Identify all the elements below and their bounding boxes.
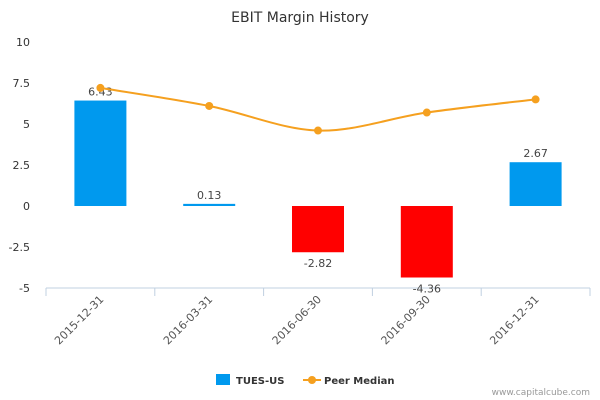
peer-median-line	[100, 86, 536, 132]
chart-title: EBIT Margin History	[231, 10, 369, 26]
y-tick-label: 5	[23, 118, 30, 131]
peer-median-marker	[422, 108, 431, 117]
legend-swatch-tues[interactable]	[216, 374, 230, 385]
legend-swatch-peer-marker[interactable]	[308, 376, 316, 384]
data-label: -4.36	[413, 283, 441, 296]
bar	[509, 162, 562, 206]
legend-label-tues[interactable]: TUES-US	[236, 376, 284, 387]
peer-median-marker	[205, 101, 214, 110]
x-tick-label: 2016-06-30	[270, 293, 324, 347]
x-tick-label: 2016-12-31	[487, 293, 541, 347]
credit-text: www.capitalcube.com	[492, 388, 590, 398]
y-tick-label: -5	[19, 282, 30, 295]
line-series	[96, 83, 540, 135]
x-tick-label: 2016-03-31	[161, 293, 215, 347]
bar-series	[74, 100, 562, 278]
legend-label-peer[interactable]: Peer Median	[324, 376, 395, 387]
y-axis: 10 7.5 5 2.5 0 -2.5 -5	[9, 36, 30, 295]
bar	[183, 203, 236, 206]
data-label: 2.67	[523, 147, 548, 160]
bar	[74, 100, 127, 206]
x-tick-label: 2015-12-31	[52, 293, 106, 347]
data-labels: 6.430.13-2.82-4.362.67	[88, 86, 548, 296]
peer-median-marker	[531, 95, 540, 104]
data-label: 0.13	[197, 189, 222, 202]
peer-median-marker	[314, 126, 322, 135]
y-tick-label: 10	[16, 36, 30, 49]
y-tick-label: 0	[23, 200, 30, 213]
y-tick-label: -2.5	[9, 241, 30, 254]
x-axis: 2015-12-31 2016-03-31 2016-06-30 2016-09-30…	[45, 287, 591, 347]
y-tick-label: 2.5	[13, 159, 31, 172]
bar	[292, 206, 344, 253]
legend[interactable]: TUES-US Peer Median	[216, 374, 395, 387]
y-tick-label: 7.5	[13, 77, 31, 90]
peer-median-marker	[96, 83, 105, 92]
x-tick-label: 2016-09-30	[379, 293, 433, 347]
data-label: -2.82	[304, 257, 332, 270]
bar	[400, 206, 453, 278]
